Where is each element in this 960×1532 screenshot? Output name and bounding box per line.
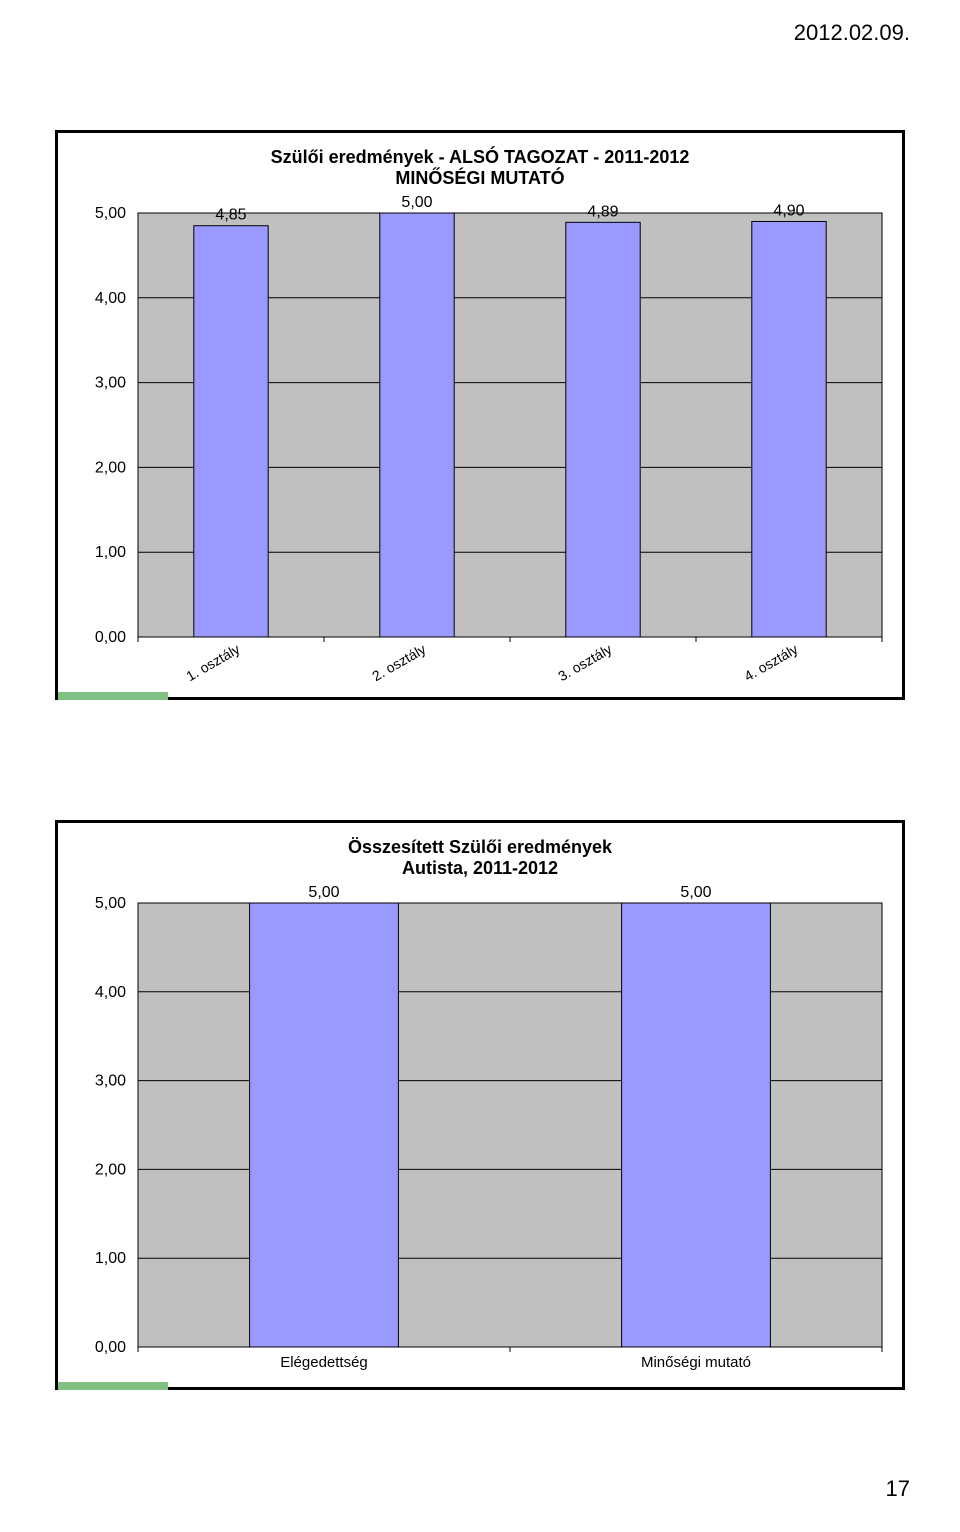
chart-bar [622, 903, 771, 1347]
chart2-frame: Összesített Szülői eredmények Autista, 2… [55, 820, 905, 1390]
chart-x-label: 3. osztály [555, 641, 614, 684]
chart-x-label: 4. osztály [741, 641, 800, 684]
chart-bar [752, 221, 826, 637]
chart1-frame: Szülői eredmények - ALSÓ TAGOZAT - 2011-… [55, 130, 905, 700]
chart-value-label: 4,85 [215, 207, 246, 224]
svg-text:0,00: 0,00 [95, 629, 126, 646]
svg-text:3,00: 3,00 [95, 1073, 126, 1090]
chart-x-label: Minőségi mutató [641, 1354, 751, 1371]
chart-x-label: 1. osztály [183, 641, 242, 684]
svg-text:5,00: 5,00 [95, 205, 126, 222]
chart2-progress-bar [58, 1382, 168, 1390]
chart-x-label: 2. osztály [369, 641, 428, 684]
svg-text:4,00: 4,00 [95, 290, 126, 307]
svg-text:5,00: 5,00 [95, 895, 126, 912]
chart-value-label: 5,00 [308, 884, 339, 901]
svg-text:4,00: 4,00 [95, 984, 126, 1001]
chart1-svg: 0,00 1,00 2,00 3,00 4,00 5,00 4,85 1. osztály 5,… [58, 133, 902, 697]
svg-text:2,00: 2,00 [95, 1161, 126, 1178]
chart-value-label: 5,00 [680, 884, 711, 901]
svg-text:2,00: 2,00 [95, 459, 126, 476]
chart2-svg: 0,00 1,00 2,00 3,00 4,00 5,00 5,00 Elégedettség… [58, 823, 902, 1387]
chart-value-label: 5,00 [401, 194, 432, 211]
page-number: 17 [886, 1476, 910, 1502]
chart-bar [194, 226, 268, 637]
svg-text:1,00: 1,00 [95, 544, 126, 561]
chart-bar [566, 222, 640, 637]
chart-bar [250, 903, 399, 1347]
page-date: 2012.02.09. [794, 20, 910, 46]
chart-bar [380, 213, 454, 637]
svg-text:1,00: 1,00 [95, 1250, 126, 1267]
chart1-progress-bar [58, 692, 168, 700]
chart-value-label: 4,90 [773, 202, 804, 219]
svg-text:0,00: 0,00 [95, 1339, 126, 1356]
chart-x-label: Elégedettség [280, 1354, 368, 1371]
svg-text:3,00: 3,00 [95, 375, 126, 392]
chart-value-label: 4,89 [587, 203, 618, 220]
